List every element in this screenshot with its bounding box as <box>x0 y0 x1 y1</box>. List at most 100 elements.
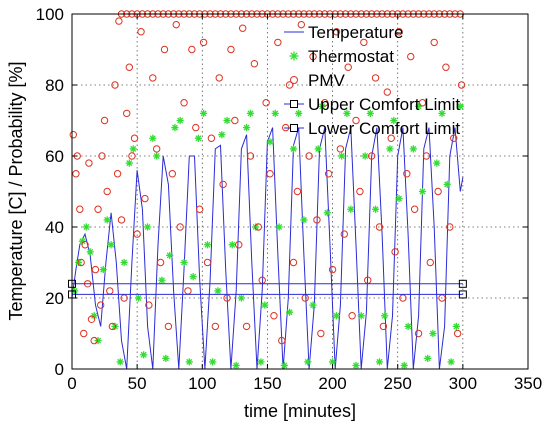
pmv-point <box>96 301 105 309</box>
thermostat-point <box>166 251 174 259</box>
thermostat-point <box>246 109 255 117</box>
pmv-point <box>192 123 200 132</box>
thermostat-point <box>323 209 331 217</box>
thermostat-point <box>257 358 265 366</box>
thermostat-point <box>149 134 157 142</box>
pmv-point <box>156 258 165 267</box>
thermostat-point <box>418 187 427 196</box>
x-tick-label: 250 <box>384 374 412 393</box>
thermostat-point <box>395 195 403 203</box>
pmv-point <box>235 241 243 249</box>
thermostat-point <box>94 337 102 345</box>
thermostat-point <box>447 358 455 366</box>
pmv-point <box>254 223 263 231</box>
thermostat-point <box>120 258 128 267</box>
thermostat-point <box>352 361 360 370</box>
pmv-point <box>340 230 348 238</box>
plot-frame <box>71 13 529 370</box>
pmv-point <box>383 88 391 96</box>
pmv-point <box>149 74 157 82</box>
thermostat-point <box>223 116 231 125</box>
thermostat-point <box>309 301 317 309</box>
legend-label: PMV <box>308 71 346 90</box>
upper-comfort-limit-marker <box>458 279 467 288</box>
pmv-point <box>289 258 298 267</box>
legend-swatch <box>290 100 298 108</box>
thermostat-point <box>456 102 464 110</box>
pmv-point <box>203 258 212 267</box>
thermostat-point <box>171 124 179 132</box>
pmv-point <box>422 152 431 160</box>
thermostat-point <box>116 358 124 366</box>
pmv-point <box>123 109 131 118</box>
pmv-point <box>180 99 188 107</box>
pmv-point <box>309 52 317 61</box>
pmv-point <box>446 223 454 231</box>
thermostat-point <box>443 180 451 188</box>
pmv-point <box>94 205 102 213</box>
pmv-point <box>128 152 136 160</box>
y-axis-title: Temperature [C] / Probability [%] <box>6 61 26 320</box>
pmv-point <box>100 116 109 125</box>
thermostat-point <box>107 241 115 249</box>
thermostat-point <box>300 216 308 224</box>
pmv-point <box>227 45 235 54</box>
pmv-point <box>344 63 352 71</box>
pmv-point <box>141 194 149 203</box>
pmv-point <box>77 258 85 267</box>
pmv-point <box>328 265 337 274</box>
thermostat-point <box>242 124 251 132</box>
thermostat-point <box>261 301 269 309</box>
thermostat-point <box>185 358 193 366</box>
pmv-point <box>115 17 123 25</box>
pmv-point <box>98 152 106 160</box>
pmv-point <box>195 205 204 213</box>
thermostat-point <box>180 258 188 267</box>
pmv-point <box>90 336 98 345</box>
pmv-point <box>317 329 325 338</box>
thermostat-point <box>304 358 312 366</box>
pmv-point <box>231 116 239 125</box>
pmv-point <box>125 63 134 71</box>
pmv-point <box>188 45 196 54</box>
pmv-point <box>367 152 376 160</box>
thermostat-point <box>232 361 240 370</box>
legend-item: Upper Comfort Limit <box>284 95 460 114</box>
x-tick-label: 150 <box>253 374 281 393</box>
thermostat-point <box>209 358 217 366</box>
thermostat-point <box>386 145 394 153</box>
thermostat-point <box>199 109 208 117</box>
thermostat-point <box>129 145 137 153</box>
pmv-point <box>375 223 384 231</box>
pmv-point <box>313 216 321 224</box>
pmv-point <box>72 170 80 178</box>
pmv-point <box>430 38 438 47</box>
pmv-point <box>176 223 184 231</box>
thermostat-point <box>357 312 365 320</box>
pmv-point <box>262 99 270 107</box>
thermostat-point <box>103 216 111 224</box>
thermostat-point <box>280 361 288 370</box>
thermostat-point <box>228 241 236 249</box>
thermostat-point <box>86 248 94 256</box>
pmv-point <box>293 187 302 196</box>
pmv-point <box>111 81 119 89</box>
thermostat-point <box>400 361 408 370</box>
legend-label: Lower Comfort Limit <box>308 119 460 138</box>
x-tick-label: 300 <box>449 374 477 393</box>
pmv-point <box>434 187 442 196</box>
legend-swatch <box>290 76 298 84</box>
x-tick-label: 0 <box>67 374 76 393</box>
pmv-point <box>418 99 427 107</box>
x-tick-label: 50 <box>128 374 147 393</box>
legend: Temperature Thermostat PMV Upper Comfort Li… <box>284 23 460 138</box>
x-tick-label: 350 <box>514 374 542 393</box>
thermostat-point <box>338 152 346 160</box>
pmv-point <box>207 134 216 142</box>
x-tick-label: 100 <box>188 374 216 393</box>
legend-label: Temperature <box>308 23 403 42</box>
plot-background <box>72 14 528 369</box>
pmv-point <box>80 329 88 338</box>
pmv-point <box>168 170 177 178</box>
